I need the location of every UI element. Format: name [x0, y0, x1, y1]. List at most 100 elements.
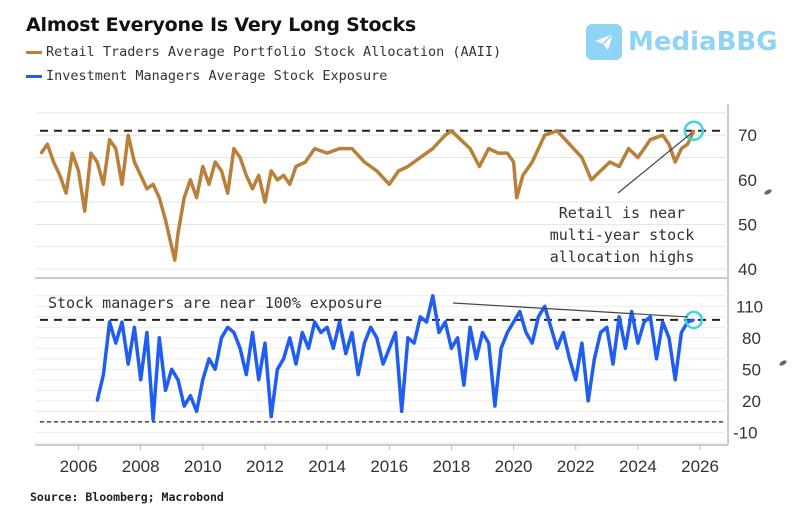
data-point	[151, 183, 155, 186]
data-point	[630, 310, 633, 313]
chart-title: Almost Everyone Is Very Long Stocks	[26, 14, 417, 36]
data-point	[332, 347, 335, 350]
data-point	[394, 331, 397, 334]
data-point	[512, 160, 515, 164]
data-point	[71, 151, 74, 155]
data-point	[475, 357, 478, 361]
data-point	[151, 418, 155, 421]
annotation-pointer-managers	[452, 302, 688, 318]
data-point	[562, 331, 565, 334]
data-point	[257, 378, 260, 382]
data-point	[487, 341, 490, 345]
data-point	[304, 160, 307, 164]
data-point	[555, 347, 559, 350]
data-point	[313, 147, 316, 150]
x-tick-label: 2022	[557, 457, 595, 476]
data-point	[201, 165, 205, 168]
data-point	[173, 258, 177, 262]
highlight-circle-managers	[684, 310, 704, 330]
data-point	[574, 378, 577, 382]
data-point	[661, 320, 664, 324]
data-point	[661, 134, 664, 137]
data-point	[493, 404, 497, 408]
y-tick-labels: 40 50 60 70 110 80 50 20 -10	[733, 126, 787, 442]
data-point	[276, 178, 279, 182]
data-point	[214, 368, 217, 371]
data-point	[487, 147, 490, 150]
y-tick-label-bottom: 80	[742, 329, 761, 348]
data-point	[325, 151, 329, 155]
data-point	[158, 336, 161, 340]
x-tick-label: 2026	[681, 457, 719, 476]
annotations: Retail is near multi-year stock allocation…	[48, 120, 705, 330]
data-point	[363, 160, 366, 164]
data-point	[158, 196, 161, 199]
data-point	[220, 336, 223, 340]
data-point	[456, 336, 459, 340]
y-tick-label-bottom: -10	[733, 423, 758, 442]
data-point	[590, 178, 593, 182]
data-point	[263, 341, 267, 345]
data-point	[369, 326, 372, 329]
x-tick-labels: 2006 2008 2010 2012 2014 2016 2018 2020 2022 2024…	[60, 445, 719, 476]
data-point	[437, 331, 441, 334]
data-point	[375, 336, 379, 340]
data-point	[478, 165, 481, 168]
data-point	[444, 320, 447, 324]
data-point	[189, 178, 192, 182]
data-point	[269, 415, 273, 418]
data-point	[636, 341, 640, 345]
data-point	[201, 378, 205, 382]
data-point	[524, 331, 528, 334]
data-point	[238, 347, 242, 350]
data-point	[77, 169, 80, 173]
data-point	[580, 156, 584, 159]
data-point	[170, 245, 173, 248]
data-point	[52, 160, 55, 164]
data-point	[95, 399, 99, 403]
data-point	[176, 378, 180, 382]
data-point	[431, 147, 434, 150]
data-point	[214, 160, 217, 164]
data-point	[226, 326, 229, 329]
data-point	[301, 331, 304, 334]
highlight-circle-retail	[683, 120, 705, 142]
data-point	[388, 183, 391, 186]
data-point	[686, 142, 689, 146]
data-point	[294, 362, 298, 366]
data-point	[412, 341, 416, 345]
legend-item-managers: Investment Managers Average Stock Exposu…	[26, 68, 387, 84]
data-point	[307, 347, 310, 350]
x-tick-label: 2016	[370, 457, 408, 476]
data-point	[655, 357, 658, 361]
data-point	[207, 183, 211, 186]
data-point	[245, 174, 248, 177]
watermark-text: MediaBBG	[628, 27, 778, 57]
data-point	[611, 362, 615, 366]
data-point	[127, 134, 130, 137]
data-point	[521, 174, 525, 177]
data-point	[164, 218, 167, 222]
data-point	[680, 147, 683, 150]
data-point	[450, 347, 453, 350]
annotation-pointer-retail	[617, 132, 693, 194]
data-point	[425, 320, 428, 324]
legend-swatch-retail	[26, 50, 42, 54]
data-point	[667, 336, 671, 340]
data-point	[139, 378, 142, 382]
data-point	[580, 341, 584, 345]
data-point	[406, 165, 410, 168]
data-point	[649, 138, 652, 141]
data-point	[459, 138, 462, 141]
data-point	[114, 341, 117, 345]
data-point	[89, 151, 93, 155]
data-point	[568, 142, 571, 146]
x-tick-label: 2018	[433, 457, 471, 476]
data-point	[568, 357, 571, 361]
data-point	[207, 357, 211, 361]
y-tick-label-bottom: 20	[742, 392, 761, 411]
data-point	[232, 331, 236, 334]
data-point	[431, 294, 434, 297]
annotation-text-managers: Stock managers are near 100% exposure	[48, 294, 382, 312]
data-point	[108, 320, 111, 324]
